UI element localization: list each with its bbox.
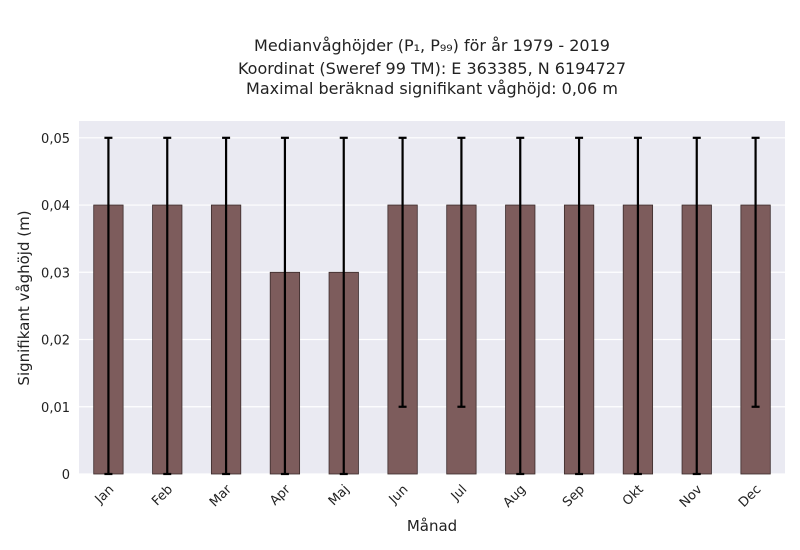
x-tick-label-sep: Sep	[560, 482, 588, 510]
x-axis-ticks: Jan Feb Mar Apr Maj Jun Jul Aug Sep Okt Nov Dec	[92, 482, 765, 511]
x-tick-label-aug: Aug	[501, 482, 530, 511]
x-tick-label-nov: Nov	[677, 482, 706, 511]
x-tick-label-feb: Feb	[149, 482, 176, 509]
x-axis-label: Månad	[407, 517, 457, 535]
y-tick-label: 0,04	[41, 199, 70, 214]
grid-lines	[79, 137, 785, 475]
x-tick-label-dec: Dec	[736, 482, 764, 510]
plot-area	[79, 121, 785, 474]
y-axis-ticks: 0 0,01 0,02 0,03 0,04 0,05	[41, 132, 70, 483]
chart-title-line-2: Koordinat (Sweref 99 TM): E 363385, N 61…	[238, 59, 626, 78]
y-tick-label: 0,03	[41, 266, 70, 281]
x-tick-label-jul: Jul	[448, 482, 470, 504]
chart-title: Medianvåghöjder (P₁, P₉₉) för år 1979 - …	[238, 36, 626, 98]
x-tick-label-apr: Apr	[267, 482, 294, 509]
y-tick-label: 0,02	[41, 334, 70, 349]
error-bars	[104, 136, 760, 476]
y-axis-label: Signifikant våghöjd (m)	[15, 210, 33, 385]
chart-title-line-3: Maximal beräknad signifikant våghöjd: 0,…	[246, 79, 618, 98]
y-tick-label: 0,05	[41, 132, 70, 147]
y-tick-label: 0,01	[41, 401, 70, 416]
x-tick-label-mar: Mar	[207, 482, 235, 510]
x-tick-label-jan: Jan	[92, 482, 117, 507]
chart-title-line-1: Medianvåghöjder (P₁, P₉₉) för år 1979 - …	[254, 36, 610, 55]
y-tick-label: 0	[62, 468, 70, 483]
x-tick-label-jun: Jun	[386, 482, 412, 508]
x-tick-label-maj: Maj	[326, 482, 353, 509]
x-tick-label-okt: Okt	[620, 482, 647, 509]
